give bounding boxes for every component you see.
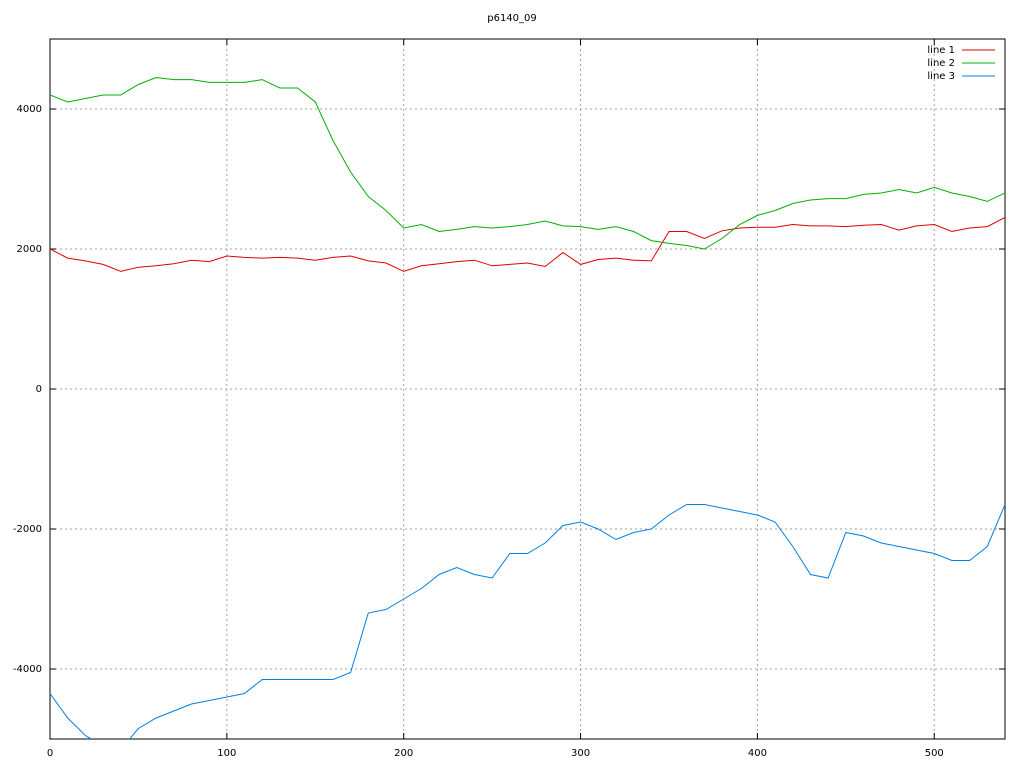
y-tick-label: 4000 [17, 104, 42, 115]
plot-border [49, 38, 1006, 740]
x-tick-label: 0 [47, 748, 53, 759]
legend-label: line 2 [927, 58, 955, 69]
x-tick-label: 300 [571, 748, 590, 759]
line-series [50, 504, 1005, 739]
line-series [50, 76, 1005, 250]
x-tick-label: 100 [217, 748, 236, 759]
x-tick-label: 200 [394, 748, 413, 759]
y-tick-label: 0 [36, 384, 42, 395]
legend-label: line 3 [927, 71, 955, 82]
line-series [50, 217, 1005, 272]
chart-title: p6140_09 [487, 13, 537, 24]
x-tick-label: 500 [925, 748, 944, 759]
legend-label: line 1 [927, 45, 955, 56]
x-tick-label: 400 [748, 748, 767, 759]
plot-area [50, 76, 1005, 739]
y-tick-label: 2000 [17, 244, 42, 255]
y-tick-label: -4000 [13, 664, 42, 675]
y-tick-label: -2000 [13, 524, 42, 535]
